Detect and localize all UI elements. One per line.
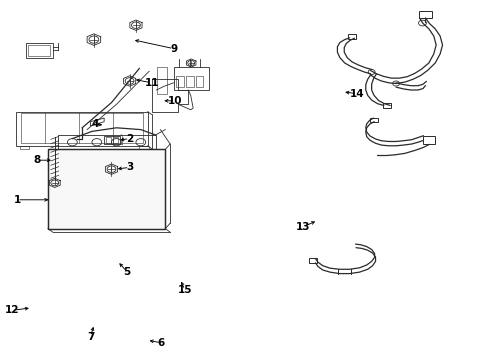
Text: 2: 2 xyxy=(126,134,133,144)
Bar xyxy=(28,45,50,56)
Bar xyxy=(195,76,203,87)
Bar xyxy=(48,149,165,229)
Text: 12: 12 xyxy=(5,305,20,315)
Bar xyxy=(139,146,148,149)
Text: 6: 6 xyxy=(158,338,164,348)
Bar xyxy=(104,136,120,144)
Bar xyxy=(20,146,29,149)
Bar xyxy=(347,34,356,39)
Bar xyxy=(383,103,390,108)
Text: 1: 1 xyxy=(14,195,20,205)
Bar xyxy=(157,67,167,94)
Bar xyxy=(20,113,142,143)
Bar xyxy=(58,135,155,149)
Bar xyxy=(113,137,118,143)
Bar xyxy=(48,149,165,229)
Bar xyxy=(423,136,435,144)
Bar xyxy=(16,112,147,146)
Text: 9: 9 xyxy=(170,44,177,54)
Bar xyxy=(419,11,431,18)
Bar xyxy=(176,76,183,87)
Text: 3: 3 xyxy=(126,162,133,172)
Bar xyxy=(26,43,53,58)
Text: 5: 5 xyxy=(123,267,130,277)
Bar xyxy=(105,137,111,143)
Text: 10: 10 xyxy=(167,96,182,106)
Bar xyxy=(369,117,377,122)
Text: 14: 14 xyxy=(349,89,364,99)
Text: 8: 8 xyxy=(33,155,40,165)
Bar xyxy=(173,67,208,90)
Bar xyxy=(308,258,317,263)
Text: 15: 15 xyxy=(177,285,192,295)
Text: 13: 13 xyxy=(295,222,310,232)
Text: 4: 4 xyxy=(91,119,99,129)
Text: 11: 11 xyxy=(144,78,159,88)
Text: 7: 7 xyxy=(86,332,94,342)
Bar xyxy=(185,76,193,87)
